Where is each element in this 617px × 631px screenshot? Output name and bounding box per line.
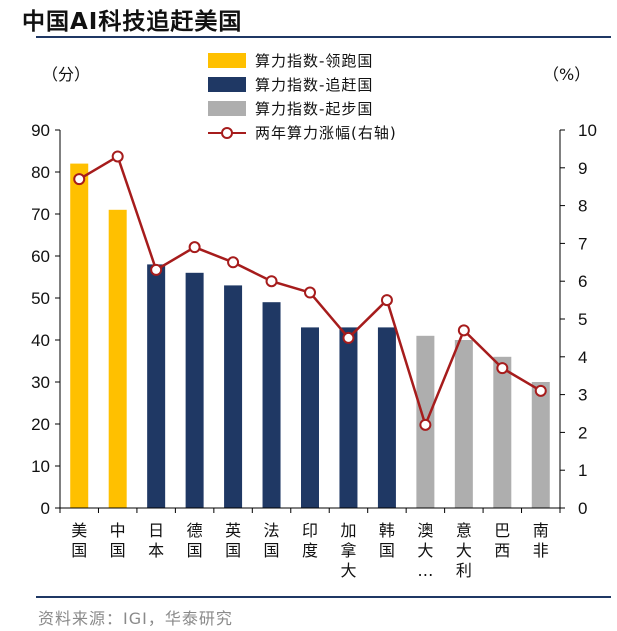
- left-tick-label: 20: [31, 415, 50, 434]
- category-label: 美: [71, 521, 87, 540]
- category-label: 国: [110, 541, 126, 560]
- left-tick-label: 30: [31, 373, 50, 392]
- legend-label-starter: 算力指数-起步国: [255, 100, 374, 118]
- category-label: 大: [417, 541, 433, 560]
- category-label: 日: [148, 521, 164, 540]
- chart-title: 中国AI科技追赶美国: [22, 9, 243, 35]
- growth-point: [457, 324, 470, 337]
- category-label: 南: [533, 521, 549, 540]
- category-label: 中: [110, 521, 126, 540]
- right-tick-label: 9: [578, 159, 587, 178]
- legend-label-chaser: 算力指数-追赶国: [255, 76, 374, 94]
- category-label: 国: [264, 541, 280, 560]
- left-tick-label: 60: [31, 247, 50, 266]
- bar-2: [108, 209, 127, 509]
- bar-5: [224, 285, 243, 508]
- bar-8: [339, 327, 358, 508]
- right-tick-label: 2: [578, 423, 587, 442]
- legend-label-growth: 两年算力涨幅(右轴): [255, 124, 397, 142]
- bar-9: [377, 327, 396, 508]
- growth-point: [496, 362, 509, 375]
- category-label: 拿: [340, 541, 356, 560]
- bar-6: [262, 302, 281, 508]
- category-label: 澳: [417, 521, 433, 540]
- category-label: 德: [187, 521, 203, 540]
- growth-point: [150, 263, 163, 276]
- category-label: 大: [340, 561, 356, 580]
- category-label: 加: [340, 521, 356, 540]
- bar-11: [454, 340, 473, 508]
- category-label: 大: [456, 541, 472, 560]
- right-tick-label: 10: [578, 121, 597, 140]
- growth-point: [380, 294, 393, 307]
- bar-13: [531, 382, 550, 508]
- category-label: 韩: [379, 521, 395, 540]
- category-label: 非: [533, 541, 549, 560]
- right-tick-label: 1: [578, 461, 587, 480]
- left-tick-label: 40: [31, 331, 50, 350]
- growth-point: [73, 173, 86, 186]
- category-label: 国: [225, 541, 241, 560]
- legend-swatch-starter: [208, 101, 246, 116]
- bar-3: [147, 264, 166, 508]
- bar-4: [185, 272, 204, 508]
- legend-swatch-leader: [208, 53, 246, 68]
- right-tick-label: 7: [578, 234, 587, 253]
- growth-point: [304, 286, 316, 299]
- growth-point: [342, 331, 355, 344]
- category-label: 本: [148, 541, 164, 560]
- right-tick-label: 0: [578, 499, 587, 518]
- left-tick-label: 70: [31, 205, 50, 224]
- growth-point: [265, 275, 278, 288]
- category-label: 国: [379, 541, 395, 560]
- left-tick-label: 10: [31, 457, 50, 476]
- left-axis-unit: （分）: [42, 65, 90, 84]
- growth-point: [227, 256, 240, 269]
- category-label: 度: [302, 541, 318, 560]
- growth-point: [534, 384, 547, 397]
- legend-marker-growth: [221, 127, 233, 139]
- right-tick-label: 6: [578, 272, 587, 291]
- category-label: 法: [264, 521, 280, 540]
- growth-point: [419, 418, 432, 431]
- left-tick-label: 90: [31, 121, 50, 140]
- category-label: 印: [302, 521, 318, 540]
- category-label: 意: [456, 521, 472, 540]
- right-tick-label: 5: [578, 310, 587, 329]
- right-axis-unit: （%）: [543, 65, 590, 84]
- left-tick-label: 0: [41, 499, 50, 518]
- category-label: 利: [456, 561, 472, 580]
- right-tick-label: 8: [578, 197, 587, 216]
- source-note: 资料来源：IGI，华泰研究: [38, 609, 233, 628]
- left-tick-label: 80: [31, 163, 50, 182]
- top-divider: [36, 36, 611, 38]
- category-label: 西: [494, 541, 510, 560]
- growth-point: [188, 241, 201, 254]
- right-tick-label: 4: [578, 348, 587, 367]
- bottom-divider: [36, 596, 611, 598]
- category-label: 英: [225, 521, 241, 540]
- growth-point: [111, 150, 124, 163]
- legend-label-leader: 算力指数-领跑国: [255, 52, 374, 70]
- category-label: 国: [187, 541, 203, 560]
- bar-1: [70, 163, 89, 508]
- category-label: 国: [71, 541, 87, 560]
- category-label: 巴: [494, 521, 510, 540]
- right-tick-label: 3: [578, 386, 587, 405]
- legend-swatch-chaser: [208, 77, 246, 92]
- category-label: …: [417, 561, 433, 580]
- left-tick-label: 50: [31, 289, 50, 308]
- bar-12: [493, 356, 512, 508]
- bar-7: [301, 327, 319, 508]
